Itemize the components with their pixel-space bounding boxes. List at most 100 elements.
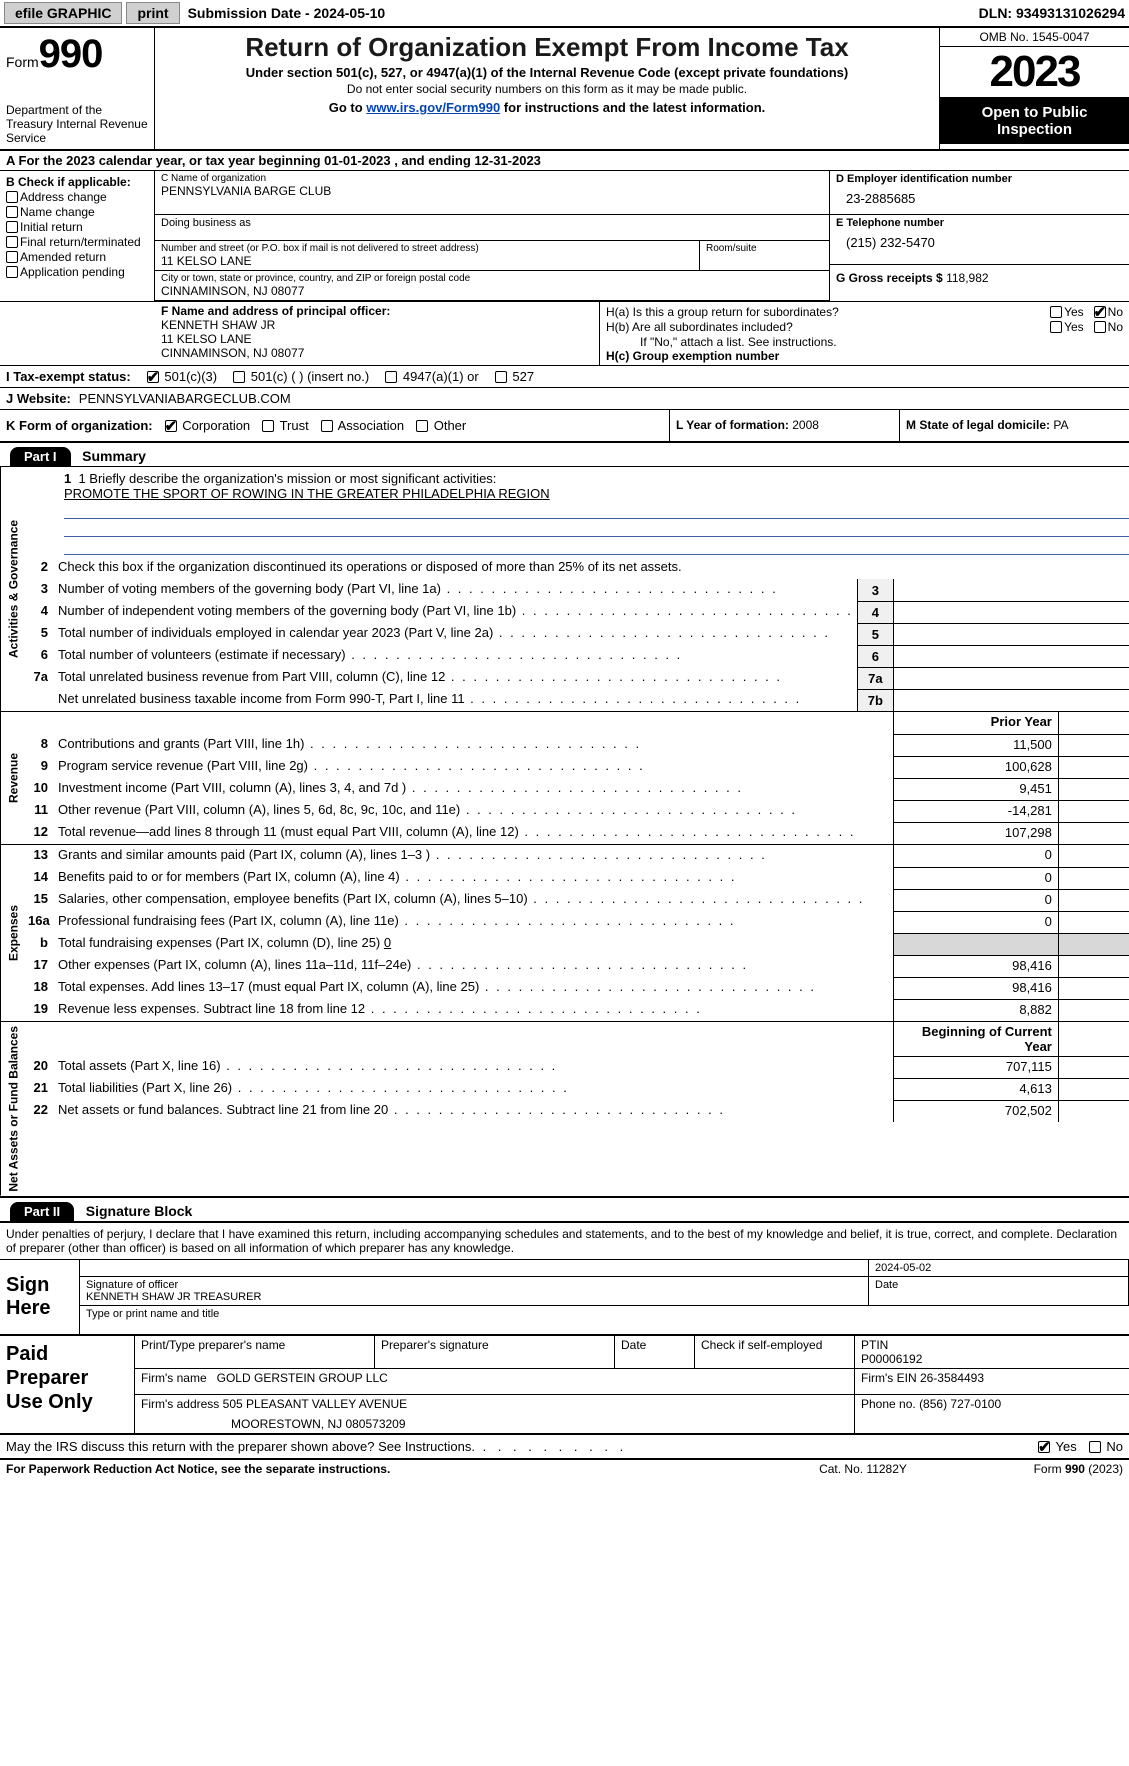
check-corp[interactable] bbox=[165, 420, 177, 432]
h-b-no[interactable] bbox=[1094, 321, 1106, 333]
form-title: Return of Organization Exempt From Incom… bbox=[163, 32, 931, 63]
print-button[interactable]: print bbox=[126, 2, 179, 24]
submission-date-label: Submission Date - 2024-05-10 bbox=[184, 5, 386, 21]
paperwork-notice: For Paperwork Reduction Act Notice, see … bbox=[6, 1462, 763, 1476]
may-no[interactable] bbox=[1089, 1441, 1101, 1453]
city-state-zip: CINNAMINSON, NJ 08077 bbox=[161, 284, 823, 298]
firm-addr2: MOORESTOWN, NJ 080573209 bbox=[141, 1411, 848, 1431]
h-a-label: H(a) Is this a group return for subordin… bbox=[606, 305, 1040, 319]
part2-header-bar: Part II Signature Block bbox=[0, 1198, 1129, 1223]
firm-addr1: 505 PLEASANT VALLEY AVENUE bbox=[223, 1397, 408, 1411]
check-4947[interactable] bbox=[385, 371, 397, 383]
form-number: Form990 bbox=[6, 32, 148, 77]
box-c-container: C Name of organization PENNSYLVANIA BARG… bbox=[155, 171, 829, 301]
footer-form: Form 990 (2023) bbox=[963, 1462, 1123, 1476]
cat-no: Cat. No. 11282Y bbox=[763, 1462, 963, 1476]
box-address: Number and street (or P.O. box if mail i… bbox=[155, 241, 699, 270]
line-7b: Net unrelated business taxable income fr… bbox=[26, 689, 1129, 711]
tab-expenses: Expenses bbox=[0, 845, 26, 1021]
officer-addr2: CINNAMINSON, NJ 08077 bbox=[161, 346, 593, 360]
line-19: 19 Revenue less expenses. Subtract line … bbox=[26, 999, 1129, 1021]
part1-header-bar: Part I Summary bbox=[0, 443, 1129, 467]
officer-signature: KENNETH SHAW JR TREASURER bbox=[86, 1291, 862, 1303]
firm-ein: 26-3584493 bbox=[920, 1371, 984, 1385]
box-dba: Doing business as bbox=[155, 215, 829, 241]
street-address: 11 KELSO LANE bbox=[161, 254, 693, 268]
check-address-change[interactable]: Address change bbox=[6, 190, 148, 204]
group-expenses: Expenses 13 Grants and similar amounts p… bbox=[0, 844, 1129, 1021]
line-12: 12 Total revenue—add lines 8 through 11 … bbox=[26, 822, 1129, 844]
line-3: 3 Number of voting members of the govern… bbox=[26, 579, 1129, 601]
part1-title: Summary bbox=[74, 448, 146, 464]
line-7a: 7a Total unrelated business revenue from… bbox=[26, 667, 1129, 689]
officer-addr1: 11 KELSO LANE bbox=[161, 332, 593, 346]
h-b-yes[interactable] bbox=[1050, 321, 1062, 333]
check-initial-return[interactable]: Initial return bbox=[6, 220, 148, 234]
website-value: PENNSYLVANIABARGECLUB.COM bbox=[79, 391, 291, 406]
row-j-website: J Website: PENNSYLVANIABARGECLUB.COM bbox=[0, 388, 1129, 410]
form-header: Form990 Department of the Treasury Inter… bbox=[0, 28, 1129, 151]
line-6: 6 Total number of volunteers (estimate i… bbox=[26, 645, 1129, 667]
box-g-receipts: G Gross receipts $ 118,982 bbox=[830, 265, 1129, 291]
check-trust[interactable] bbox=[262, 420, 274, 432]
ptin-value: P00006192 bbox=[861, 1352, 1123, 1366]
check-other[interactable] bbox=[416, 420, 428, 432]
address-row: Number and street (or P.O. box if mail i… bbox=[155, 241, 829, 271]
box-b-title: B Check if applicable: bbox=[6, 175, 148, 189]
line-10: 10 Investment income (Part VIII, column … bbox=[26, 778, 1129, 800]
h-a-no[interactable] bbox=[1094, 306, 1106, 318]
irs-link[interactable]: www.irs.gov/Form990 bbox=[366, 100, 500, 115]
mission-text: PROMOTE THE SPORT OF ROWING IN THE GREAT… bbox=[64, 486, 1129, 501]
check-527[interactable] bbox=[495, 371, 507, 383]
line-8: 8 Contributions and grants (Part VIII, l… bbox=[26, 734, 1129, 756]
check-name-change[interactable]: Name change bbox=[6, 205, 148, 219]
goto-instructions: Go to www.irs.gov/Form990 for instructio… bbox=[163, 100, 931, 115]
h-c-label: H(c) Group exemption number bbox=[606, 349, 1123, 363]
col-right: D Employer identification number 23-2885… bbox=[829, 171, 1129, 301]
row-a-tax-year: A For the 2023 calendar year, or tax yea… bbox=[0, 151, 1129, 171]
may-yes[interactable] bbox=[1038, 1441, 1050, 1453]
check-self-employed[interactable]: Check if self-employed bbox=[701, 1338, 822, 1352]
line-14: 14 Benefits paid to or for members (Part… bbox=[26, 867, 1129, 889]
date-label: Date bbox=[869, 1277, 1129, 1305]
org-name: PENNSYLVANIA BARGE CLUB bbox=[161, 184, 823, 198]
h-b-label: H(b) Are all subordinates included? bbox=[606, 320, 1040, 334]
part2-title: Signature Block bbox=[78, 1203, 193, 1219]
identity-section: B Check if applicable: Address change Na… bbox=[0, 171, 1129, 302]
efile-button[interactable]: efile GRAPHIC bbox=[4, 2, 122, 24]
mission-block: 1 1 Briefly describe the organization's … bbox=[26, 467, 1129, 557]
open-public-badge: Open to Public Inspection bbox=[940, 98, 1129, 144]
year-formation: L Year of formation: 2008 bbox=[669, 410, 899, 441]
sig-date: 2024-05-02 bbox=[869, 1260, 1129, 1276]
box-b: B Check if applicable: Address change Na… bbox=[0, 171, 155, 301]
sign-here-row: Sign Here 2024-05-02 Signature of office… bbox=[0, 1260, 1129, 1336]
line-2: 2 Check this box if the organization dis… bbox=[26, 557, 1129, 579]
h-a-yes[interactable] bbox=[1050, 306, 1062, 318]
check-501c3[interactable] bbox=[147, 371, 159, 383]
gross-receipts-value: 118,982 bbox=[946, 271, 989, 285]
line-21: 21 Total liabilities (Part X, line 26) 4… bbox=[26, 1078, 1129, 1100]
line-15: 15 Salaries, other compensation, employe… bbox=[26, 889, 1129, 911]
ein-value: 23-2885685 bbox=[836, 191, 1123, 206]
line-16b: b Total fundraising expenses (Part IX, c… bbox=[26, 933, 1129, 955]
dept-label: Department of the Treasury Internal Reve… bbox=[6, 103, 148, 145]
check-assoc[interactable] bbox=[321, 420, 333, 432]
group-revenue: Revenue Prior Year Current Year 8 Contri… bbox=[0, 711, 1129, 844]
check-amended[interactable]: Amended return bbox=[6, 250, 148, 264]
form-subtitle: Under section 501(c), 527, or 4947(a)(1)… bbox=[163, 65, 931, 80]
line-20: 20 Total assets (Part X, line 16) 707,11… bbox=[26, 1056, 1129, 1078]
paid-preparer-label: Paid Preparer Use Only bbox=[0, 1336, 135, 1433]
check-501c[interactable] bbox=[233, 371, 245, 383]
box-f-officer: F Name and address of principal officer:… bbox=[0, 302, 600, 365]
line-17: 17 Other expenses (Part IX, column (A), … bbox=[26, 955, 1129, 977]
dln: DLN: 93493131026294 bbox=[979, 5, 1125, 21]
check-final-return[interactable]: Final return/terminated bbox=[6, 235, 148, 249]
box-e-phone: E Telephone number (215) 232-5470 bbox=[830, 215, 1129, 265]
line-13: 13 Grants and similar amounts paid (Part… bbox=[26, 845, 1129, 867]
check-app-pending[interactable]: Application pending bbox=[6, 265, 148, 279]
summary-body: Activities & Governance 1 1 Briefly desc… bbox=[0, 467, 1129, 1198]
line-5: 5 Total number of individuals employed i… bbox=[26, 623, 1129, 645]
header-left: Form990 Department of the Treasury Inter… bbox=[0, 28, 155, 149]
header-center: Return of Organization Exempt From Incom… bbox=[155, 28, 939, 149]
may-irs-row: May the IRS discuss this return with the… bbox=[0, 1435, 1129, 1460]
